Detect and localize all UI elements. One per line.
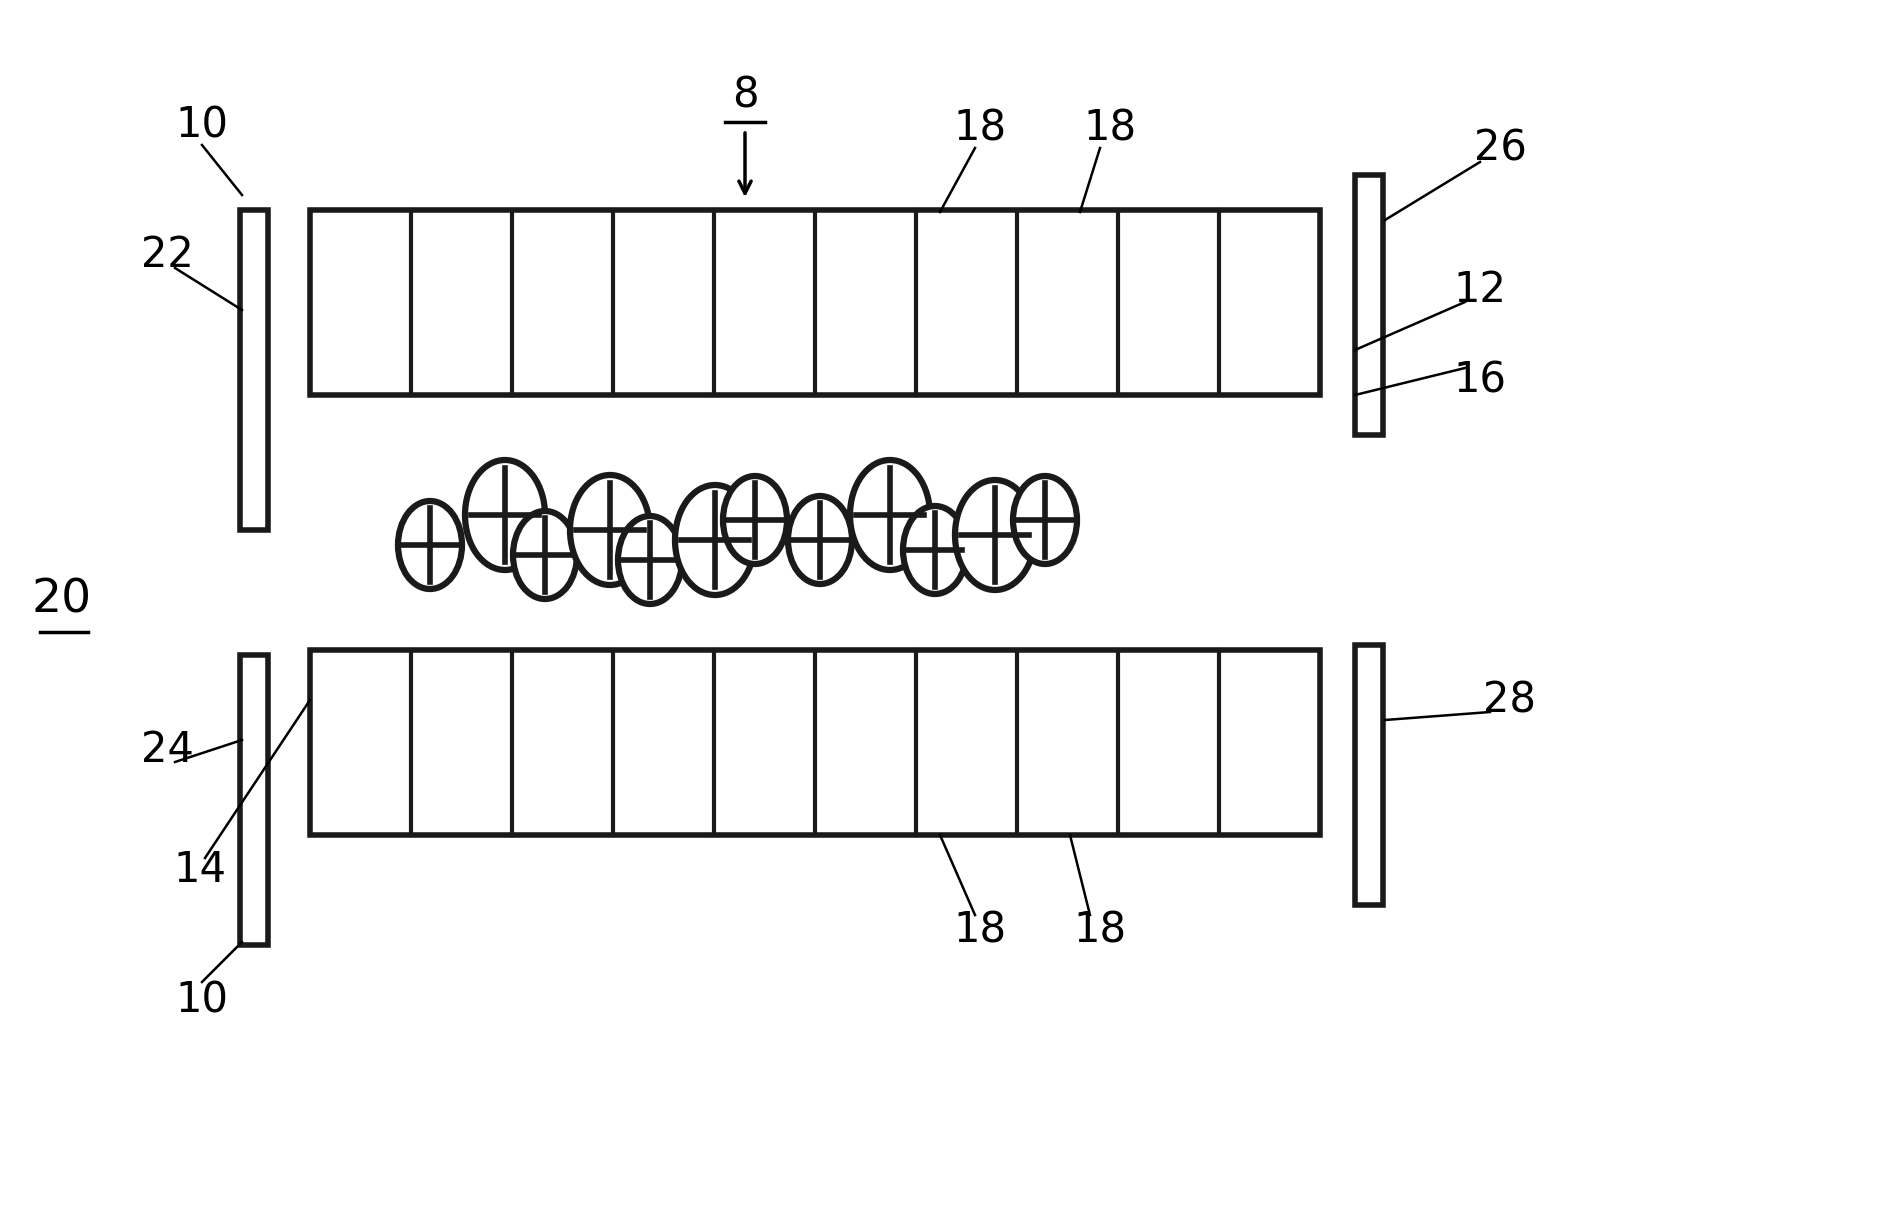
Text: 24: 24 xyxy=(141,729,194,771)
Ellipse shape xyxy=(903,506,968,595)
Text: 10: 10 xyxy=(175,980,228,1021)
Bar xyxy=(310,650,1319,835)
Bar xyxy=(240,210,268,530)
Text: 16: 16 xyxy=(1454,359,1506,401)
Text: 28: 28 xyxy=(1483,679,1536,721)
Text: 14: 14 xyxy=(173,848,226,891)
Ellipse shape xyxy=(618,516,682,604)
Text: 18: 18 xyxy=(954,107,1006,150)
Text: 22: 22 xyxy=(141,234,194,276)
Text: 26: 26 xyxy=(1473,128,1527,169)
Ellipse shape xyxy=(675,485,755,595)
Ellipse shape xyxy=(954,481,1034,590)
Text: 18: 18 xyxy=(1084,107,1137,150)
Ellipse shape xyxy=(1013,476,1078,564)
Bar xyxy=(1355,645,1384,905)
Text: 12: 12 xyxy=(1454,268,1506,311)
Ellipse shape xyxy=(570,474,650,585)
Ellipse shape xyxy=(513,511,578,600)
Text: 20: 20 xyxy=(32,577,91,623)
Ellipse shape xyxy=(466,460,546,570)
Text: 18: 18 xyxy=(1074,908,1127,951)
Bar xyxy=(240,655,268,945)
Ellipse shape xyxy=(789,497,852,584)
Ellipse shape xyxy=(850,460,930,570)
Text: 18: 18 xyxy=(954,908,1006,951)
Text: 8: 8 xyxy=(732,74,758,116)
Ellipse shape xyxy=(397,501,462,588)
Bar xyxy=(1355,175,1384,435)
Text: 10: 10 xyxy=(175,104,228,146)
Ellipse shape xyxy=(722,476,787,564)
Bar xyxy=(310,210,1319,395)
